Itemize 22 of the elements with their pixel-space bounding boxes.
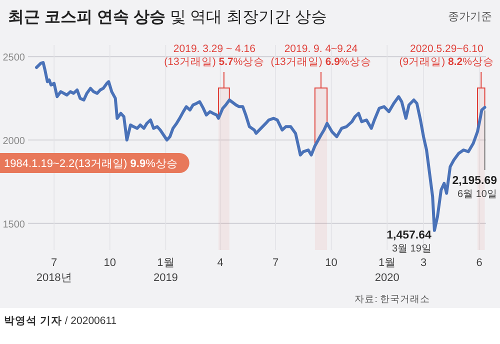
x-tick-label: 3 (420, 257, 427, 269)
y-tick-label: 2500 (2, 52, 26, 64)
annotation: 1984.1.19~2.2(13거래일) 9.9%상승 (4, 158, 178, 170)
x-tick-label: 10 (325, 257, 338, 269)
text: 박영석 기자 / 20200611 (4, 315, 117, 327)
x-tick-label: 7 2018년 (36, 257, 72, 284)
y-tick-label: 2000 (2, 136, 26, 147)
x-tick-label: 7 (272, 257, 279, 269)
x-tick-label: 1월 2020 (374, 257, 400, 284)
band-label: 2019. 3.29 ~ 4.16 (13거래일) 5.7%상승 (164, 43, 265, 68)
chart-subtitle: 종가기준 (448, 11, 492, 23)
y-tick-label: 1500 (2, 219, 26, 230)
x-tick-label: 1월 2019 (153, 257, 178, 284)
text: 자료: 한국거래소 (354, 294, 430, 305)
chart-title: 최근 코스피 연속 상승 및 역대 최장기간 상승 (8, 9, 328, 26)
x-tick-label: 10 (104, 257, 116, 269)
band-label: 2020.5.29~6.10 (9거래일) 8.2%상승 (399, 43, 494, 68)
x-tick-label: 4 (217, 257, 224, 269)
x-tick-label: 6 (476, 257, 482, 269)
annotation: 2,195.69 6월 10일 (452, 175, 497, 200)
annotation: 1,457.64 3월 19일 (386, 229, 432, 254)
band-label: 2019. 9. 4~9.24 (13거래일) 6.9%상승 (270, 43, 372, 68)
